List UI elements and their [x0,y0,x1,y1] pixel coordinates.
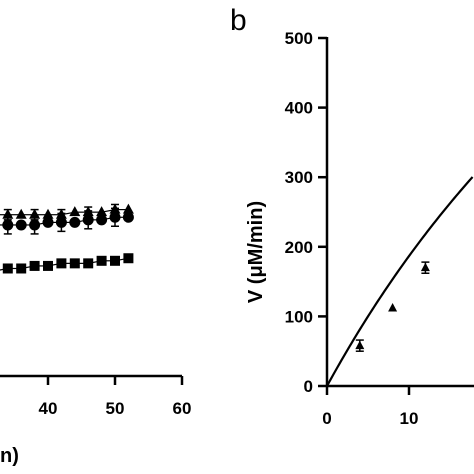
panel-a-x-axis-title: n) [0,445,19,467]
panel-a-triangle-point [96,206,108,217]
panel-b-y-tick-label: 300 [285,168,313,187]
panel-b-plot: 0 100 200 300 400 500 0 10 V (μM/min) [245,29,474,428]
panel-a-circle-point [122,211,134,223]
panel-b-data-point [355,340,365,350]
panel-b-letter: b [230,4,247,37]
panel-b-fit-curve [326,176,474,387]
panel-b-data-point [388,303,398,312]
panel-b-y-axis-title: V (μM/min) [245,201,267,303]
panel-a-triangle-point [15,208,27,219]
panel-a-triangle-point [42,208,54,219]
panel-a-triangle-point [122,203,134,214]
panel-a-x-tick-label: 50 [106,399,125,418]
panel-b-y-tick-label: 100 [285,307,313,326]
panel-b-data-point [420,262,430,272]
panel-b-y-tick-label: 0 [304,377,313,396]
panel-b-x-tick-label: 0 [322,409,331,428]
panel-b-y-tick-label: 200 [285,238,313,257]
panel-b-x-tick-label: 10 [400,409,419,428]
panel-a-triangle-point [69,206,81,217]
panel-b-y-tick-label: 500 [285,29,313,48]
panel-a-plot: 40 50 60 n) [0,203,192,467]
panel-a-x-tick-label: 60 [173,399,192,418]
panel-b-y-tick-label: 400 [285,99,313,118]
panel-a-x-tick-label: 40 [39,399,58,418]
panel-a-square-point [123,253,134,264]
